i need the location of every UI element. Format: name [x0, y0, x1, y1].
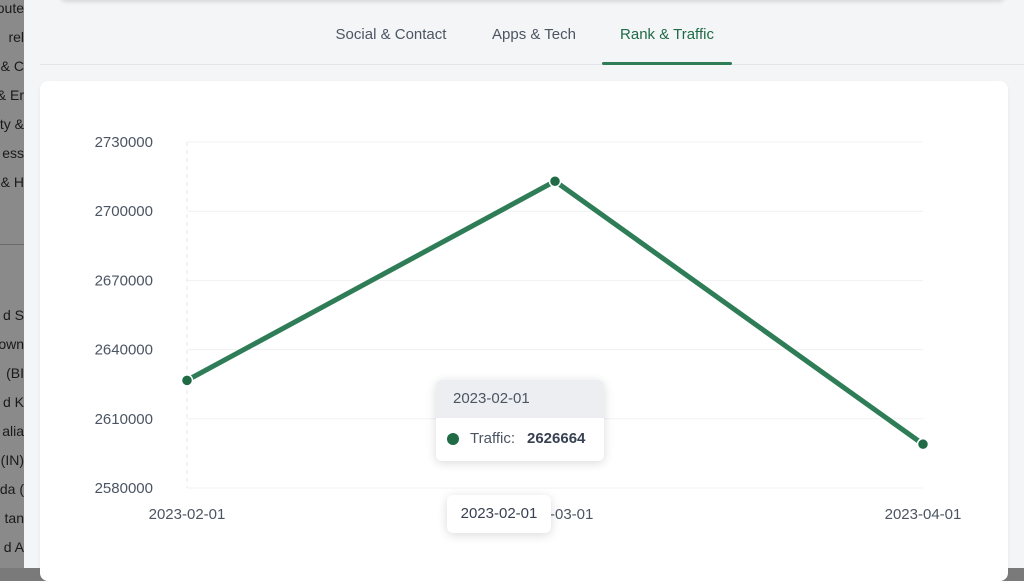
data-point[interactable]	[548, 174, 562, 188]
traffic-line-chart: 2730000 2700000 2670000 2640000 2610000 25800…	[95, 134, 962, 523]
tooltip-value: 2626664	[527, 430, 586, 447]
y-tick-label: 2670000	[95, 272, 153, 289]
x-tick-label: 2023-04-01	[885, 506, 962, 523]
sidebar-item[interactable]: & Er	[0, 87, 24, 103]
sidebar-item[interactable]: e & C	[0, 58, 24, 74]
tooltip-series-label: Traffic:	[470, 430, 516, 447]
tab-bar: Social & Contact Apps & Tech Rank & Traf…	[40, 16, 1024, 65]
x-tick-label: 2023-02-01	[149, 506, 226, 523]
data-point[interactable]	[180, 374, 194, 387]
sidebar-item[interactable]: d K	[2, 394, 24, 410]
sidebar-item[interactable]: d S	[2, 307, 24, 323]
tab-social-contact[interactable]: Social & Contact	[335, 26, 447, 43]
sidebar-item[interactable]: rel	[8, 29, 24, 45]
chart-tooltip: 2023-02-01 Traffic: 2626664	[436, 380, 604, 461]
tab-apps-tech[interactable]: Apps & Tech	[492, 26, 576, 43]
sidebar-item[interactable]: own	[0, 336, 24, 352]
y-tick-label: 2700000	[95, 203, 153, 220]
sidebar-item[interactable]: oute	[0, 0, 24, 16]
sidebar-item[interactable]: (IN)	[0, 452, 24, 468]
sidebar-item[interactable]: & H	[0, 174, 24, 190]
y-tick-label: 2640000	[95, 342, 153, 359]
x-axis-tooltip: 2023-02-01	[447, 495, 551, 533]
main-panel: Social & Contact Apps & Tech Rank & Traf…	[24, 0, 1024, 581]
sidebar-item[interactable]: (BI	[6, 365, 24, 381]
sidebar-item[interactable]: d A	[3, 539, 24, 555]
sidebar: oute rel e & C & Er ty & ess & H d S own (BI d K al…	[0, 0, 24, 568]
sidebar-item[interactable]: tan	[4, 510, 24, 526]
y-tick-label: 2580000	[95, 480, 153, 497]
sidebar-item[interactable]: ess	[2, 145, 24, 161]
tab-rank-traffic[interactable]: Rank & Traffic	[602, 26, 732, 65]
y-tick-label: 2610000	[95, 411, 153, 428]
sidebar-divider	[0, 244, 24, 245]
sidebar-item[interactable]: da (	[0, 481, 24, 497]
tooltip-series-dot	[447, 433, 459, 445]
sidebar-item[interactable]: ty &	[0, 116, 24, 132]
tooltip-date: 2023-02-01	[436, 380, 604, 418]
sidebar-item[interactable]: alia	[2, 423, 24, 439]
data-point[interactable]	[916, 437, 930, 451]
y-tick-label: 2730000	[95, 134, 153, 151]
